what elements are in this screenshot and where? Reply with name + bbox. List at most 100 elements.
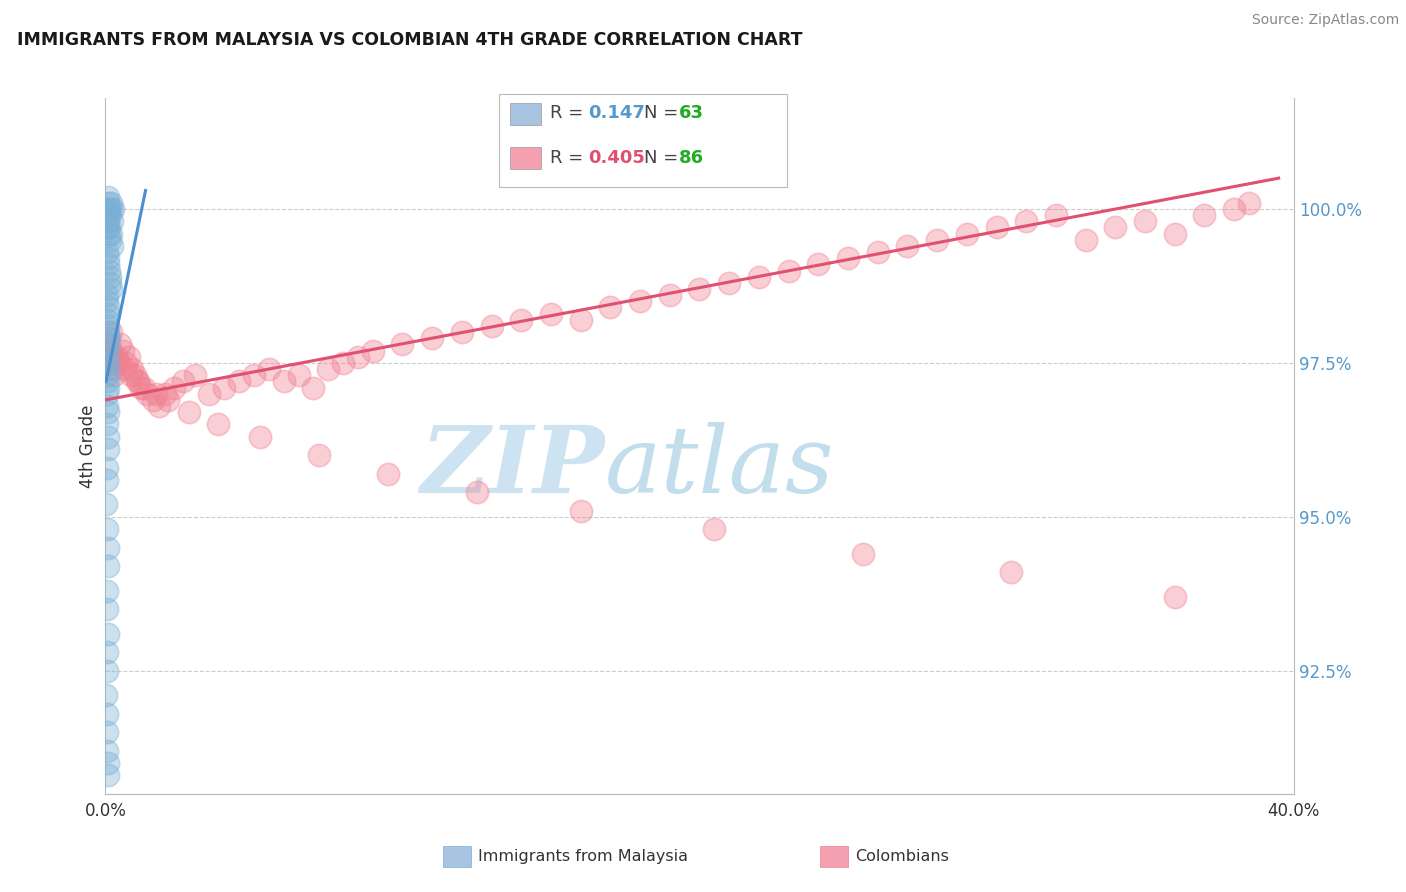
Point — [97, 195, 120, 210]
Point — [96, 460, 118, 475]
Y-axis label: 4th Grade: 4th Grade — [79, 404, 97, 488]
Point — [96, 725, 118, 739]
Point — [145, 386, 167, 401]
Point — [1133, 214, 1156, 228]
Point — [1015, 214, 1038, 228]
Point — [108, 356, 131, 370]
Point — [96, 312, 118, 326]
Point — [896, 239, 918, 253]
Point — [287, 368, 309, 383]
Text: atlas: atlas — [605, 422, 834, 512]
Point — [98, 220, 121, 235]
Point — [96, 645, 118, 659]
Point — [129, 380, 152, 394]
Point — [1237, 195, 1260, 210]
Point — [97, 627, 120, 641]
Point — [127, 375, 149, 389]
Point — [420, 331, 443, 345]
Point — [249, 430, 271, 444]
Point — [124, 368, 146, 383]
Point — [96, 664, 118, 678]
Point — [97, 768, 120, 782]
Point — [97, 301, 120, 315]
Point — [120, 368, 142, 383]
Point — [96, 689, 118, 703]
Text: Source: ZipAtlas.com: Source: ZipAtlas.com — [1251, 13, 1399, 28]
Point — [599, 301, 621, 315]
Text: 86: 86 — [679, 149, 704, 167]
Point — [96, 368, 118, 383]
Point — [1045, 208, 1067, 222]
Point — [132, 380, 155, 394]
Point — [96, 245, 118, 260]
Point — [807, 257, 830, 271]
Point — [96, 350, 118, 364]
Point — [118, 350, 141, 364]
Point — [391, 337, 413, 351]
Point — [703, 522, 725, 536]
Point — [177, 405, 200, 419]
Point — [986, 220, 1008, 235]
Point — [125, 375, 148, 389]
Text: Colombians: Colombians — [855, 849, 949, 863]
Point — [112, 343, 135, 358]
Point — [569, 503, 592, 517]
Point — [97, 227, 120, 241]
Point — [97, 356, 120, 370]
Point — [100, 343, 122, 358]
Point — [97, 362, 120, 376]
Point — [628, 294, 651, 309]
Point — [228, 375, 250, 389]
Point — [97, 208, 120, 222]
Point — [153, 386, 176, 401]
Point — [96, 337, 118, 351]
Point — [103, 368, 125, 383]
Point — [1223, 202, 1246, 216]
Point — [689, 282, 711, 296]
Point — [718, 276, 741, 290]
Point — [207, 417, 229, 432]
Text: 0.147: 0.147 — [588, 104, 644, 122]
Point — [100, 325, 122, 339]
Point — [100, 239, 122, 253]
Point — [163, 380, 186, 394]
Point — [97, 442, 120, 456]
Text: 0.405: 0.405 — [588, 149, 644, 167]
Point — [97, 325, 120, 339]
Point — [98, 208, 121, 222]
Point — [136, 386, 159, 401]
Point — [114, 362, 136, 376]
Point — [121, 362, 143, 376]
Point — [748, 269, 770, 284]
Point — [540, 307, 562, 321]
Point — [465, 485, 488, 500]
Point — [96, 214, 118, 228]
Point — [103, 350, 125, 364]
Point — [96, 706, 118, 721]
Point — [98, 350, 121, 364]
Point — [97, 257, 120, 271]
Point — [97, 189, 120, 203]
Point — [96, 294, 118, 309]
Point — [148, 399, 170, 413]
Point — [569, 312, 592, 326]
Point — [97, 331, 120, 345]
Point — [96, 399, 118, 413]
Point — [1000, 566, 1022, 580]
Point — [866, 245, 889, 260]
Point — [96, 583, 118, 598]
Point — [172, 375, 194, 389]
Point — [316, 362, 339, 376]
Point — [96, 522, 118, 536]
Point — [332, 356, 354, 370]
Point — [243, 368, 266, 383]
Point — [101, 214, 124, 228]
Point — [115, 356, 138, 370]
Point — [101, 202, 124, 216]
Point — [96, 288, 118, 302]
Point — [510, 312, 533, 326]
Point — [97, 307, 120, 321]
Point — [110, 337, 132, 351]
Text: Immigrants from Malaysia: Immigrants from Malaysia — [478, 849, 688, 863]
Point — [142, 392, 165, 407]
